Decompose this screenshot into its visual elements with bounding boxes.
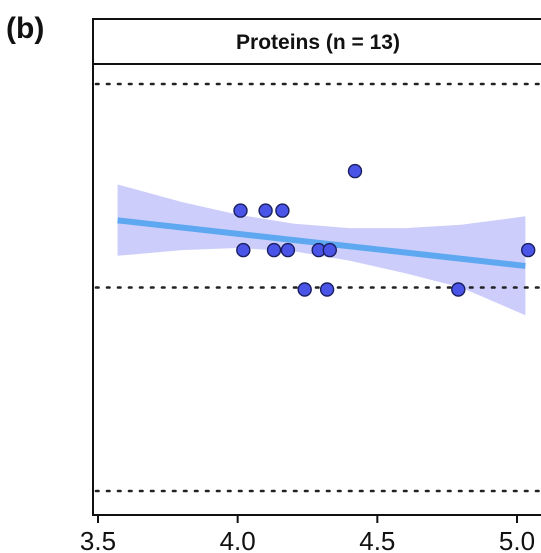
x-tick-label-0: 3.5 — [80, 526, 116, 553]
x-tick-label-1: 4.0 — [220, 526, 256, 553]
data-point-11 — [321, 283, 334, 296]
x-tick-label-3: 5.0 — [499, 526, 535, 553]
x-axis-ticks: 3.5 4.0 4.5 5.0 — [80, 515, 535, 553]
data-point-10 — [298, 283, 311, 296]
x-tick-label-2: 4.5 — [359, 526, 395, 553]
data-point-0 — [234, 204, 247, 217]
chart-title: Proteins (n = 13) — [236, 31, 400, 54]
data-point-9 — [522, 244, 535, 257]
data-point-4 — [237, 244, 250, 257]
data-point-5 — [268, 244, 281, 257]
panel-label: (b) — [6, 12, 44, 45]
data-point-6 — [281, 244, 294, 257]
data-point-12 — [452, 283, 465, 296]
data-point-1 — [259, 204, 272, 217]
data-point-3 — [349, 165, 362, 178]
data-point-2 — [276, 204, 289, 217]
data-point-8 — [323, 244, 336, 257]
